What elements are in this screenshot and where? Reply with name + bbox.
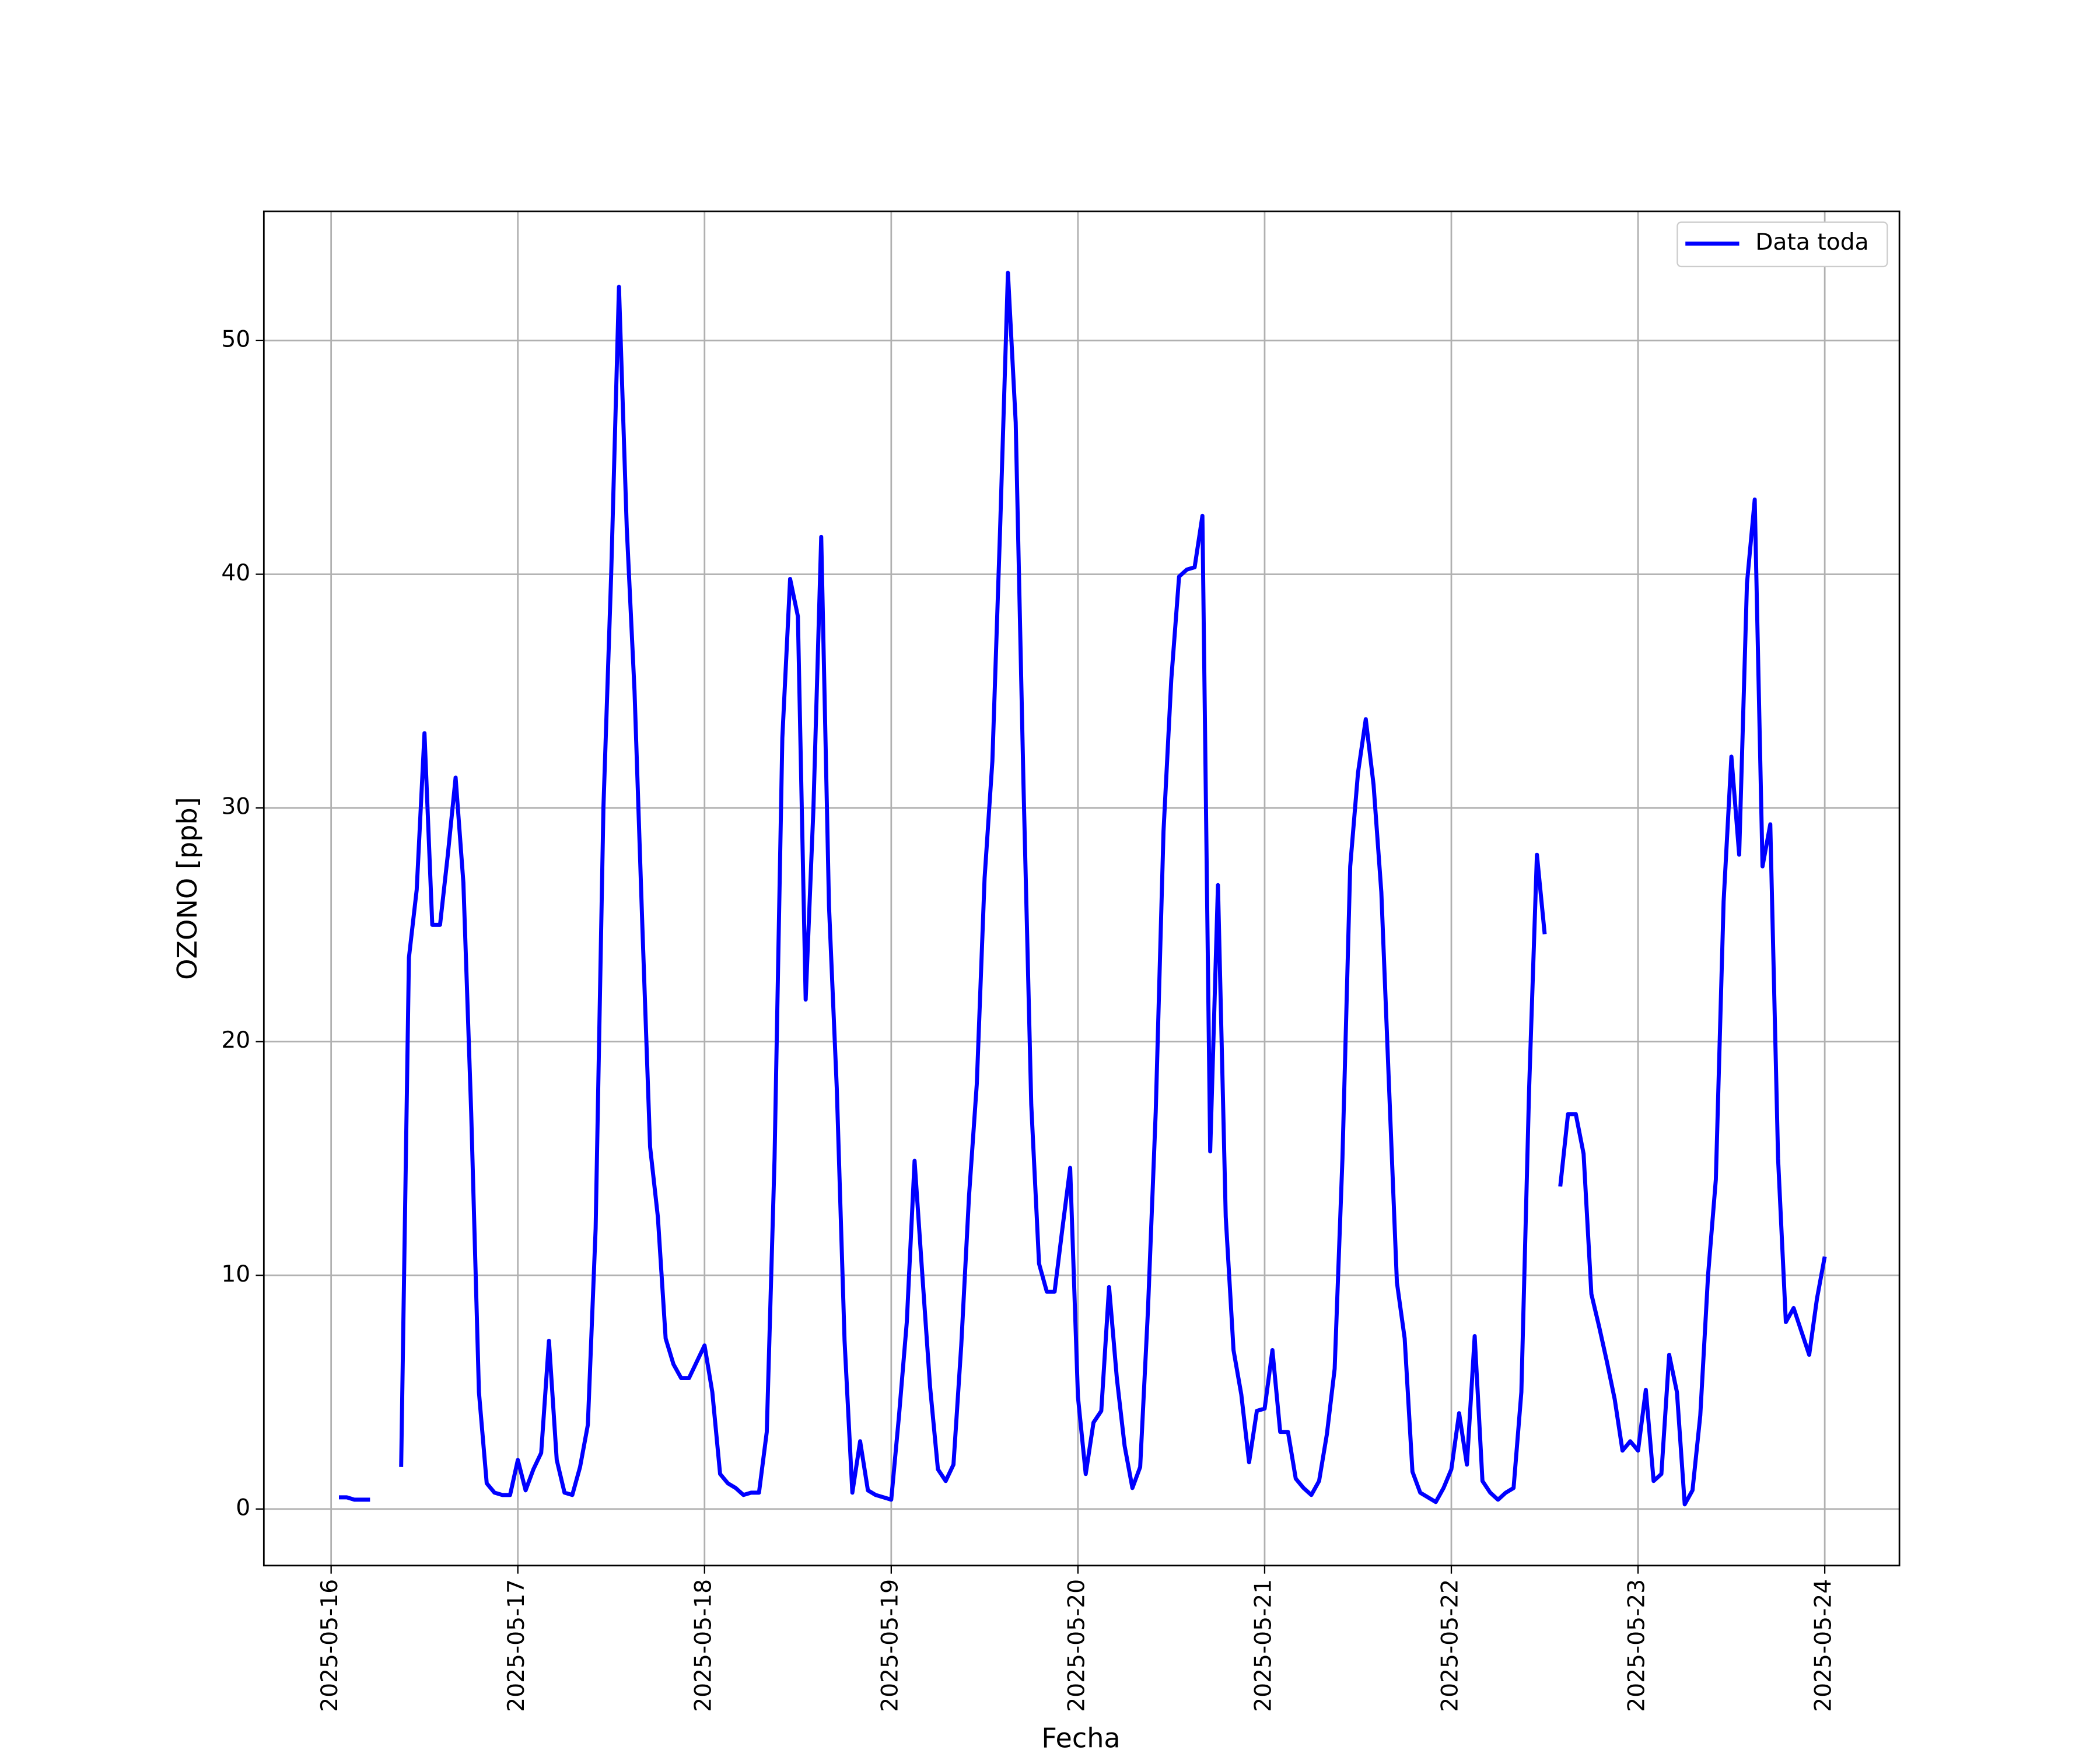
- y-axis-label: OZONO [ppb]: [172, 797, 203, 980]
- x-tick-label: 2025-05-17: [503, 1579, 530, 1712]
- y-tick-label: 30: [221, 794, 250, 820]
- y-tick-label: 10: [221, 1261, 250, 1287]
- data-line: [339, 271, 1827, 1507]
- x-tick-label: 2025-05-18: [690, 1579, 716, 1712]
- x-tick-label: 2025-05-20: [1063, 1579, 1090, 1712]
- y-tick-label: 20: [221, 1027, 250, 1054]
- x-tick-label: 2025-05-16: [317, 1579, 343, 1712]
- x-tick-label: 2025-05-19: [877, 1579, 903, 1712]
- legend-box: [1676, 221, 1888, 268]
- x-tick-label: 2025-05-21: [1250, 1579, 1276, 1712]
- legend-label: Data toda: [1755, 229, 1868, 256]
- x-tick-label: 2025-05-24: [1811, 1579, 1837, 1712]
- y-tick-label: 40: [221, 560, 250, 586]
- x-tick-label: 2025-05-22: [1437, 1579, 1464, 1712]
- x-axis-label: Fecha: [1041, 1722, 1120, 1750]
- x-tick-label: 2025-05-23: [1624, 1579, 1650, 1712]
- y-tick-label: 0: [236, 1494, 250, 1521]
- plot-frame: [262, 210, 1901, 1567]
- y-tick-label: 50: [221, 326, 250, 352]
